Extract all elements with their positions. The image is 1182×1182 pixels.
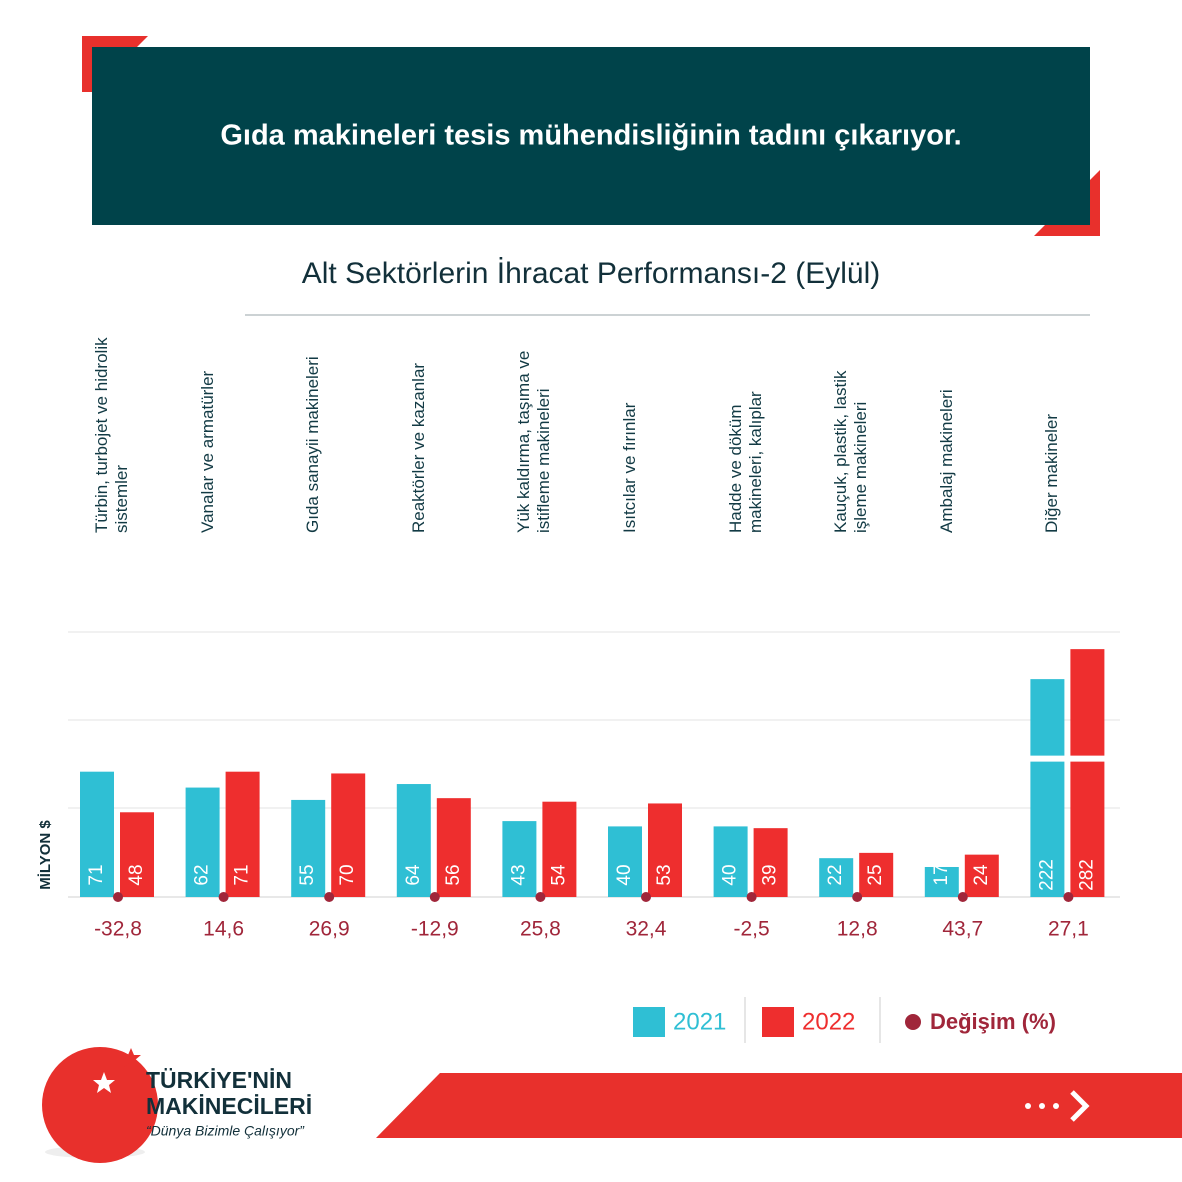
banner-dot [1039,1103,1045,1109]
change-dot [852,892,863,902]
bar [502,821,537,897]
category-label: Reaktörler ve kazanlar [408,362,428,533]
footer-banner [376,1073,1182,1138]
bar [1070,649,1105,897]
logo-star [121,1048,141,1067]
category-label: Vanalar ve armatürler [197,370,217,533]
category-label: Isıtcılar ve fırınlar [620,402,639,533]
bar-value-label: 40 [614,864,635,885]
change-label: 43,7 [942,918,983,941]
change-dot [324,892,335,902]
bar [964,854,999,897]
bar-value-label: 70 [337,864,358,885]
bar-value-label: 55 [297,864,318,885]
legend-swatch [633,1007,665,1037]
change-label: -32,8 [94,918,142,941]
change-label: -12,9 [411,918,459,941]
bar [713,826,748,897]
bar [819,858,854,897]
logo-star [93,1072,115,1093]
axis-break [1069,755,1106,762]
bar [608,826,642,897]
bar-value-label: 48 [126,864,147,885]
change-dot [113,892,123,902]
brand-line: TÜRKİYE'NİN [146,1067,292,1093]
bar-value-label: 40 [720,864,741,885]
bar-value-label: 53 [654,864,675,885]
category-label: Hadde ve döküm makineleri, kalıplar [725,391,765,533]
chart-title: Alt Sektörlerin İhracat Performansı-2 (E… [302,257,881,290]
banner-chevron [1070,1090,1090,1122]
change-label: 12,8 [837,918,878,941]
bar-value-label: 39 [760,864,781,885]
bar [1030,679,1065,897]
legend-label: 2022 [802,1008,855,1035]
change-label: 26,9 [309,918,350,941]
axis-break [1029,755,1066,762]
category-label: Gıda sanayii makineleri [303,356,323,533]
banner-dot [1053,1103,1059,1109]
change-label: 27,1 [1048,918,1089,941]
logo-circle [42,1047,158,1163]
bar [753,828,788,897]
bar-value-label: 222 [1036,859,1057,891]
bar-value-label: 22 [825,864,846,885]
change-dot [429,892,440,902]
bar-value-label: 64 [403,864,424,886]
y-axis-label: MİLYON $ [37,820,54,890]
bar [859,852,894,897]
change-dot [218,892,229,902]
bar-value-label: 43 [508,864,529,885]
category-label: Yük kaldırma, taşıma ve istifleme makine… [514,350,554,533]
bar-value-label: 71 [86,864,107,885]
category-label: Kauçuk, plastik, lastik işleme makineler… [831,370,871,533]
bar [291,799,326,897]
brand-line: MAKİNECİLERİ [146,1093,312,1119]
bar-value-label: 62 [192,864,213,885]
bar [436,798,471,897]
bar [120,812,154,897]
category-label: Türbin, turbojet ve hidrolik sistemler [92,337,131,533]
bar [225,771,260,897]
banner-dot [1025,1103,1031,1109]
header-title: Gıda makineleri tesis mühendisliğinin ta… [220,120,961,152]
bar [648,803,682,897]
change-label: 25,8 [520,918,561,941]
legend-label: Değişim (%) [930,1009,1056,1034]
change-dot [535,892,546,902]
change-label: 14,6 [203,918,244,941]
bar-value-label: 24 [971,864,992,886]
change-dot [957,892,968,902]
bar-value-label: 56 [443,864,464,885]
change-dot [1063,892,1074,902]
change-label: 32,4 [626,918,667,941]
bar [80,771,114,897]
category-label: Ambalaj makineleri [936,389,956,533]
bar-value-label: 17 [931,864,952,885]
legend-dot [905,1014,921,1030]
change-label: -2,5 [734,918,770,941]
category-label: Diğer makineler [1042,413,1062,533]
bar-value-label: 282 [1076,859,1097,891]
bar-value-label: 25 [865,864,886,885]
bar-value-label: 54 [548,864,569,886]
change-dot [641,892,651,902]
tagline: “Dünya Bizimle Çalışıyor” [146,1123,305,1139]
bar-value-label: 71 [232,864,253,885]
bar [331,773,366,897]
header-box [92,47,1090,225]
legend-label: 2021 [673,1008,726,1035]
bar [542,801,577,897]
change-dot [746,892,757,902]
bar [924,866,959,897]
bar [396,784,431,897]
legend-swatch [762,1007,794,1037]
bar [185,787,220,897]
